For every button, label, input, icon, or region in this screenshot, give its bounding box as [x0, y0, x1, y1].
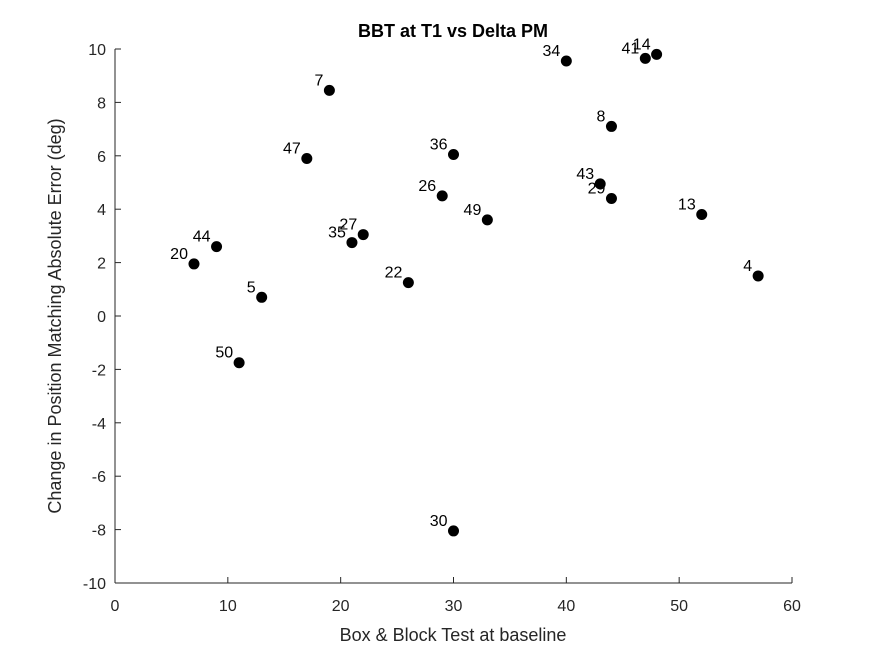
data-point	[402, 277, 414, 289]
data-point	[256, 291, 268, 303]
data-point-label: 35	[328, 225, 346, 242]
data-point	[481, 214, 493, 226]
data-point-label: 27	[339, 217, 357, 234]
data-point	[448, 148, 459, 160]
data-point	[323, 84, 335, 96]
data-point	[357, 229, 369, 241]
data-point-label: 5	[247, 279, 256, 296]
data-point-label: 26	[418, 178, 436, 195]
data-point	[233, 357, 245, 369]
y-tick-label: 4	[97, 202, 106, 219]
chart-title: BBT at T1 vs Delta PM	[358, 21, 548, 41]
y-tick-label: -4	[92, 416, 106, 433]
data-point-label: 20	[170, 246, 188, 263]
x-axis-label: Box & Block Test at baseline	[340, 625, 567, 645]
data-point	[605, 120, 617, 132]
y-tick-label: 8	[97, 95, 106, 112]
data-point	[346, 237, 358, 249]
data-point-label: 41	[622, 40, 640, 57]
y-tick-label: 10	[88, 42, 106, 59]
data-point-label: 7	[314, 72, 323, 89]
data-point	[651, 48, 663, 60]
y-tick-label: -6	[92, 469, 106, 486]
data-point-label: 43	[576, 166, 594, 183]
x-tick-label: 30	[445, 598, 463, 615]
y-tick-label: 2	[97, 256, 106, 273]
data-point-label: 22	[385, 265, 403, 282]
x-tick-label: 10	[219, 598, 237, 615]
x-tick-label: 20	[332, 598, 350, 615]
data-point-label: 8	[597, 108, 606, 125]
data-point	[448, 525, 459, 537]
y-tick-label: -2	[92, 362, 106, 379]
data-point	[188, 258, 200, 270]
data-point-label: 36	[430, 136, 448, 153]
data-point-label: 44	[193, 229, 211, 246]
data-point-label: 14	[633, 36, 651, 53]
x-tick-label: 40	[557, 598, 575, 615]
data-point	[211, 241, 223, 253]
data-point-label: 30	[430, 513, 448, 530]
data-point-label: 49	[464, 202, 482, 219]
data-point-label: 29	[588, 181, 606, 198]
data-point-label: 13	[678, 197, 696, 214]
axes: 0 10 20 30 40 50 60 -10 -8 -6 -4 -2 0 2 4 6 8 10	[83, 42, 801, 615]
data-point-label: 47	[283, 140, 301, 157]
data-point-label: 50	[215, 345, 233, 362]
y-tick-label: -8	[92, 523, 106, 540]
y-axis-label: Change in Position Matching Absolute Err…	[45, 118, 65, 513]
x-tick-label: 50	[670, 598, 688, 615]
data-point	[605, 193, 617, 205]
data-point	[696, 209, 708, 221]
x-tick-label: 60	[783, 598, 801, 615]
x-tick-label: 0	[111, 598, 120, 615]
data-point	[594, 178, 606, 190]
data-point	[560, 55, 572, 67]
data-point	[301, 152, 313, 164]
y-tick-label: 0	[97, 309, 106, 326]
data-point	[436, 190, 448, 202]
y-tick-label: 6	[97, 149, 106, 166]
data-point-label: 4	[743, 258, 752, 275]
y-tick-label: -10	[83, 576, 106, 593]
data-point-label: 34	[543, 43, 561, 60]
data-point	[752, 270, 764, 282]
data-point	[639, 52, 651, 64]
